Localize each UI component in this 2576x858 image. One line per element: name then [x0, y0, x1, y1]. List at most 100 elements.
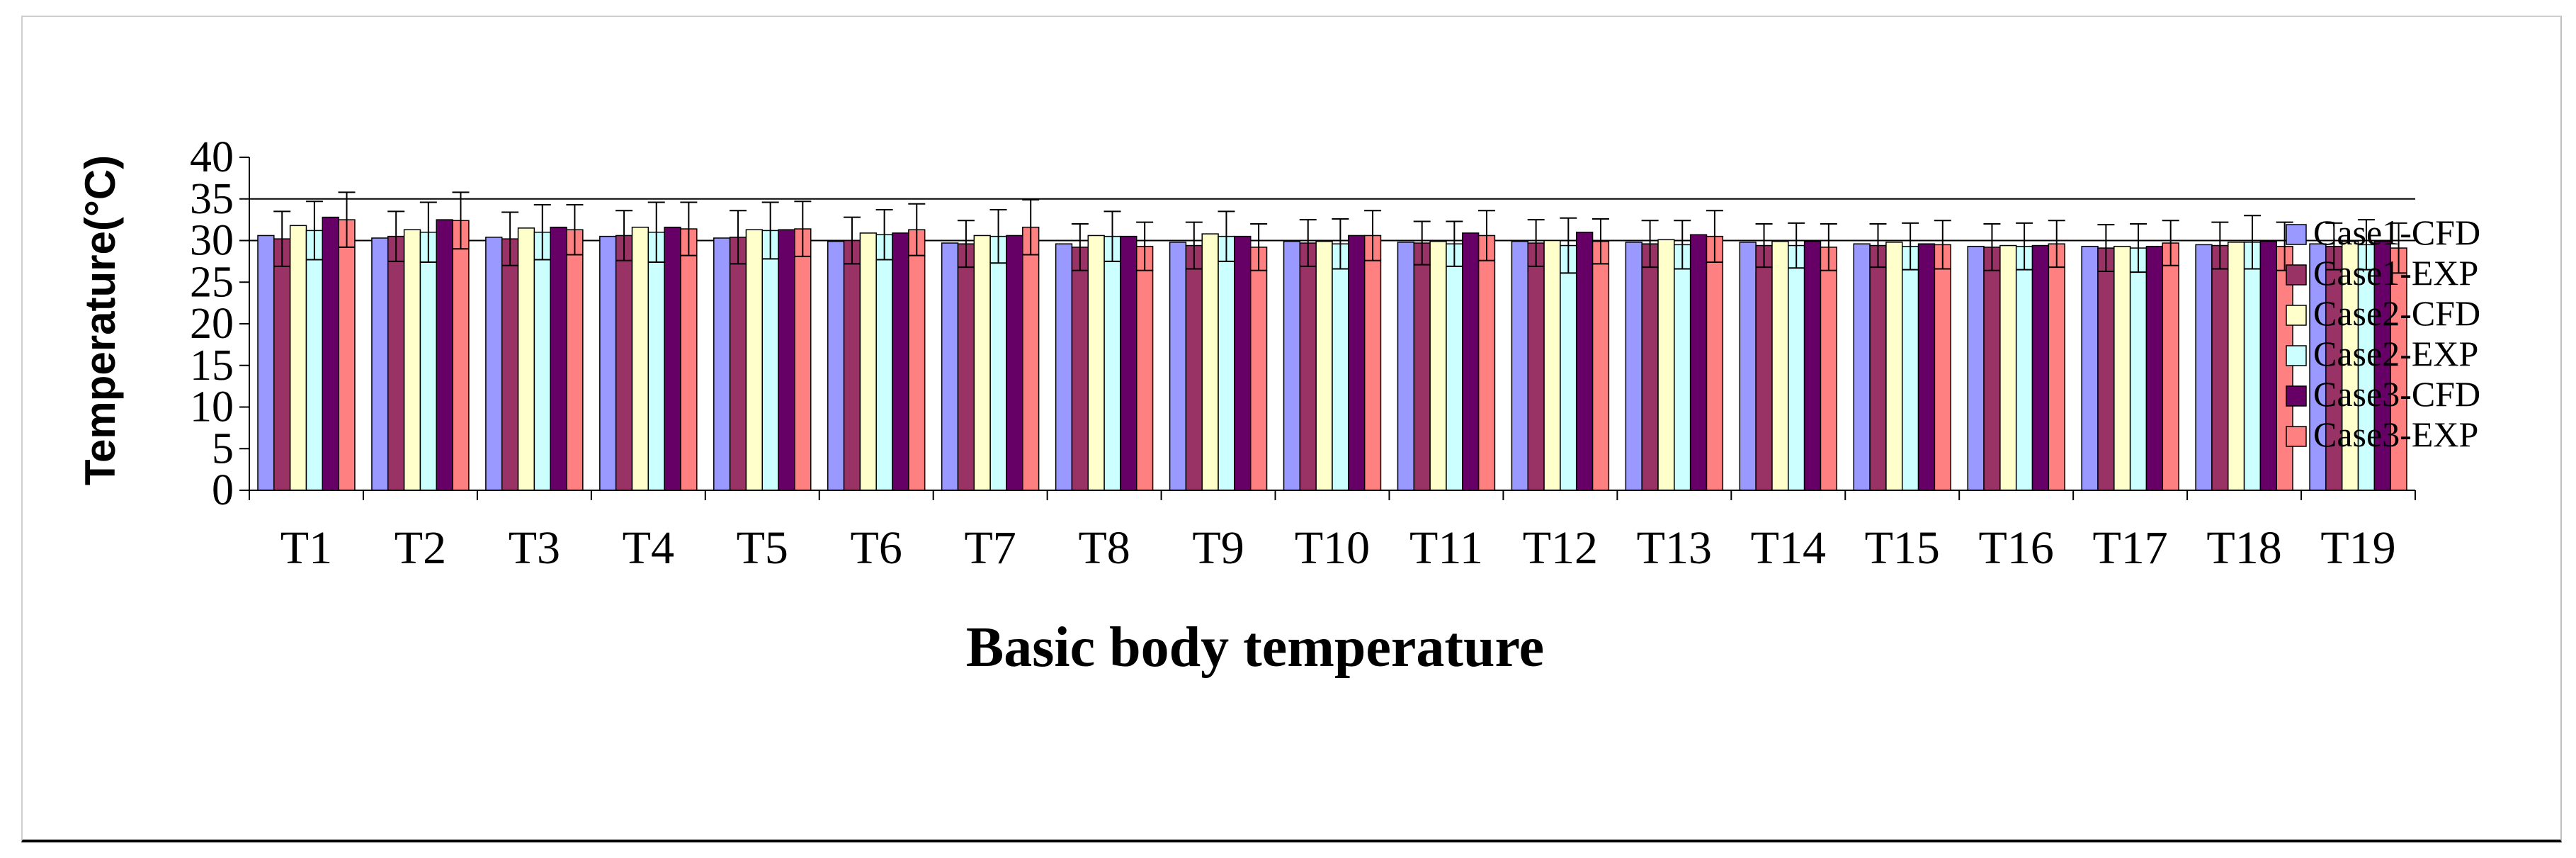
- y-tick-label: 0: [212, 466, 234, 514]
- bar-T13-Case3-EXP: [1706, 235, 1724, 491]
- bar-T12-Case1-EXP: [1527, 242, 1545, 491]
- bar-T18-Case1-EXP: [2211, 244, 2229, 491]
- y-tick-label: 10: [190, 383, 234, 431]
- bar-T3-Case1-CFD: [485, 237, 503, 491]
- bar-T13-Case1-CFD: [1625, 242, 1642, 491]
- x-tick-label: T11: [1409, 522, 1483, 574]
- bar-T15-Case3-CFD: [1917, 243, 1936, 491]
- bar-T5-Case2-CFD: [745, 229, 764, 491]
- bar-T1-Case1-CFD: [257, 235, 275, 491]
- bar-T8-Case1-EXP: [1071, 247, 1089, 491]
- x-tick-labels: T1 T2 T3 T4 T5 T6 T7 T8 T9 T10 T11 T12 T13 T14 T15 T16 T…: [280, 522, 2396, 574]
- bar-T4-Case1-CFD: [599, 235, 617, 491]
- bar-T1-Case2-EXP: [305, 230, 324, 491]
- x-tick-label: T13: [1637, 522, 1712, 574]
- x-tick-label: T4: [623, 522, 674, 574]
- bar-T18-Case1-CFD: [2195, 244, 2213, 491]
- bar-T3-Case3-EXP: [566, 229, 584, 491]
- bar-T4-Case2-CFD: [631, 226, 649, 491]
- bar-T2-Case1-EXP: [387, 235, 405, 491]
- bar-T1-Case3-EXP: [338, 219, 356, 491]
- bar-T15-Case1-CFD: [1853, 243, 1871, 491]
- legend-swatch-Case3-EXP: [2286, 426, 2307, 447]
- y-tick-label: 5: [212, 424, 234, 473]
- x-tick-label: T7: [964, 522, 1016, 574]
- bar-T4-Case1-EXP: [615, 235, 633, 491]
- bar-T7-Case3-EXP: [1022, 226, 1040, 491]
- bar-T17-Case3-EXP: [2162, 242, 2179, 491]
- legend-label-Case2-CFD: Case2-CFD: [2313, 293, 2480, 333]
- bar-T10-Case2-EXP: [1332, 243, 1349, 491]
- bar-T1-Case2-CFD: [289, 225, 307, 491]
- legend-label-Case3-EXP: Case3-EXP: [2313, 414, 2478, 454]
- bar-T17-Case1-CFD: [2081, 245, 2099, 491]
- bar-T16-Case2-CFD: [1999, 244, 2017, 491]
- bar-T8-Case3-EXP: [1136, 245, 1154, 491]
- bar-T12-Case2-CFD: [1543, 239, 1561, 491]
- bar-T12-Case1-CFD: [1511, 240, 1528, 491]
- bar-T17-Case2-EXP: [2129, 247, 2147, 491]
- bar-T12-Case3-CFD: [1575, 232, 1594, 491]
- bar-T14-Case2-EXP: [1788, 244, 1805, 491]
- bar-T14-Case3-EXP: [1820, 247, 1838, 491]
- bar-T6-Case2-EXP: [875, 234, 893, 491]
- bar-T7-Case2-EXP: [989, 235, 1007, 491]
- bar-T1-Case1-EXP: [273, 238, 291, 491]
- bar-T18-Case3-CFD: [2259, 240, 2277, 491]
- bar-T10-Case1-EXP: [1299, 242, 1317, 491]
- bar-T15-Case2-EXP: [1901, 245, 1919, 491]
- bar-T18-Case2-EXP: [2243, 242, 2262, 491]
- bar-T12-Case3-EXP: [1591, 240, 1610, 491]
- bar-T4-Case3-EXP: [680, 228, 698, 491]
- legend-label-Case3-CFD: Case3-CFD: [2313, 374, 2480, 414]
- bar-T15-Case3-EXP: [1934, 244, 1951, 491]
- bar-T10-Case3-EXP: [1363, 235, 1382, 491]
- x-tick-label: T9: [1192, 522, 1244, 574]
- x-tick-label: T19: [2320, 522, 2395, 574]
- legend-swatch-Case2-CFD: [2286, 305, 2307, 326]
- bar-T5-Case2-EXP: [761, 230, 779, 491]
- bar-T16-Case1-EXP: [1983, 247, 2001, 491]
- bar-T9-Case3-EXP: [1249, 247, 1268, 491]
- bar-T3-Case3-CFD: [550, 226, 567, 491]
- legend-label-Case1-CFD: Case1-CFD: [2313, 213, 2480, 252]
- bar-T7-Case1-EXP: [957, 243, 975, 491]
- bar-T15-Case1-EXP: [1869, 244, 1887, 491]
- bar-T7-Case3-CFD: [1006, 235, 1023, 491]
- x-tick-label: T8: [1078, 522, 1130, 574]
- bar-T16-Case1-CFD: [1967, 245, 1985, 491]
- bar-T10-Case3-CFD: [1348, 235, 1366, 491]
- bar-T2-Case1-CFD: [371, 237, 389, 491]
- x-tick-label: T18: [2206, 522, 2281, 574]
- x-tick-label: T6: [851, 522, 902, 574]
- bar-T15-Case2-CFD: [1885, 242, 1903, 491]
- x-tick-label: T17: [2092, 522, 2167, 574]
- legend: Case1-CFDCase1-EXPCase2-CFDCase2-EXPCase…: [2286, 213, 2480, 454]
- bar-T8-Case2-CFD: [1087, 235, 1105, 491]
- bar-T16-Case3-CFD: [2031, 244, 2050, 491]
- bar-T8-Case3-CFD: [1120, 235, 1137, 491]
- bar-T14-Case3-CFD: [1803, 240, 1822, 491]
- bar-T2-Case3-EXP: [452, 220, 470, 491]
- legend-label-Case1-EXP: Case1-EXP: [2313, 253, 2478, 293]
- bar-T3-Case1-EXP: [501, 238, 519, 491]
- bar-T5-Case3-CFD: [778, 229, 795, 491]
- bar-T12-Case2-EXP: [1560, 244, 1577, 491]
- bar-T10-Case2-CFD: [1315, 240, 1333, 491]
- y-tick-label: 30: [190, 217, 234, 265]
- bar-T14-Case1-EXP: [1755, 244, 1773, 491]
- x-tick-label: T15: [1865, 522, 1940, 574]
- x-tick-label: T5: [737, 522, 788, 574]
- bar-T9-Case3-CFD: [1234, 235, 1252, 491]
- y-tick-label: 20: [190, 300, 234, 348]
- axes-group: [239, 157, 2416, 500]
- bar-T7-Case2-CFD: [973, 235, 991, 491]
- bar-T11-Case3-CFD: [1462, 232, 1480, 491]
- legend-swatch-Case2-EXP: [2286, 345, 2307, 366]
- bar-T14-Case2-CFD: [1771, 240, 1789, 491]
- x-axis-label: Basic body temperature: [966, 616, 1544, 679]
- bar-T10-Case1-CFD: [1283, 240, 1301, 491]
- bar-T13-Case2-EXP: [1674, 244, 1691, 491]
- bar-T11-Case1-CFD: [1397, 242, 1415, 491]
